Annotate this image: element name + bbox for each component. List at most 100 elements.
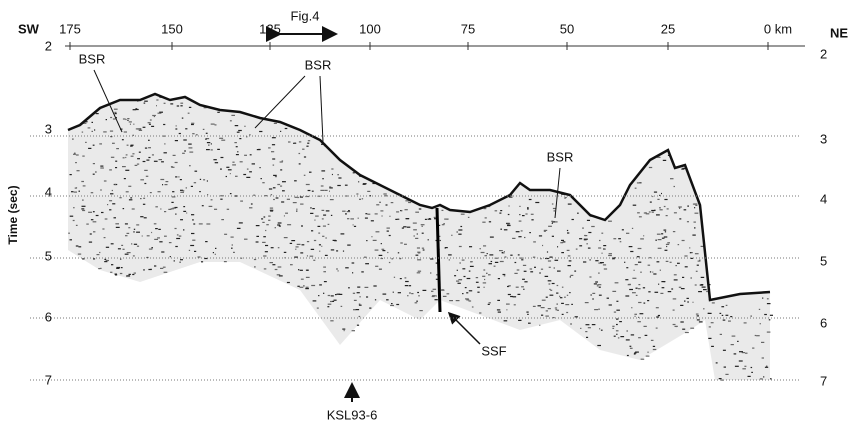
seismic-speck [460,213,465,215]
seismic-speck [643,302,646,304]
seismic-speck [499,212,502,214]
seismic-speck [399,278,402,280]
seismic-speck [520,230,523,232]
seismic-speck [299,196,303,198]
seismic-speck [595,260,599,262]
seismic-speck [567,203,572,205]
seismic-speck [121,139,124,141]
seismic-speck [342,328,346,330]
seismic-speck [589,259,591,261]
seismic-speck [269,209,274,211]
seismic-speck [120,128,123,130]
seismic-speck [636,182,641,184]
seismic-speck [82,185,86,187]
seismic-speck [176,237,181,240]
seismic-speck [658,283,660,285]
pointer [554,167,561,219]
seismic-speck [197,256,201,258]
seismic-speck [292,202,297,204]
seismic-speck [483,269,486,271]
seismic-speck [297,285,300,287]
seismic-speck [684,331,689,334]
seismic-speck [579,245,583,247]
seismic-speck [566,229,569,232]
seismic-speck [625,339,630,341]
seismic-speck [132,273,135,276]
seismic-speck [700,276,705,278]
seismic-speck [764,313,767,316]
seismic-speck [672,231,676,233]
seismic-speck [633,269,635,271]
seismic-speck [72,219,75,222]
seismic-speck [335,294,337,296]
seismic-speck [612,258,615,260]
seismic-speck [480,251,485,254]
seismic-speck [132,134,134,136]
seismic-speck [548,225,552,227]
seismic-speck [692,301,694,303]
seismic-speck [637,288,641,290]
seismic-speck [176,105,180,107]
seismic-speck [647,351,649,353]
seismic-speck [721,306,725,308]
seismic-speck [240,257,243,259]
seismic-speck [362,183,366,185]
left-tick-label: 5 [45,248,52,263]
seismic-speck [157,112,162,114]
seismic-speck [205,138,207,140]
seismic-speck [298,152,301,155]
seismic-speck [759,378,763,380]
seismic-speck [158,228,161,230]
seismic-speck [323,292,325,294]
seismic-speck [92,173,95,175]
seismic-speck [259,130,263,133]
seismic-speck [163,102,166,104]
seismic-speck [235,175,238,177]
seismic-speck [272,264,276,266]
seismic-speck [221,219,224,221]
seismic-speck [90,192,94,194]
seismic-speck [656,261,660,263]
seismic-speck [329,190,330,192]
seismic-speck [330,295,334,297]
seismic-speck [404,243,407,245]
pointer [254,75,306,129]
seismic-speck [318,232,321,234]
seismic-speck [206,180,208,182]
seismic-speck [130,197,133,199]
seismic-speck [670,178,674,180]
seismic-speck [69,174,72,176]
seismic-speck [665,260,669,262]
seismic-speck [284,127,288,130]
seismic-speck [648,291,651,293]
seismic-speck [334,240,337,242]
seismic-speck [143,217,147,219]
seismic-speck [352,292,356,294]
seismic-speck [116,267,120,269]
seismic-speck [174,206,178,209]
seismic-speck [587,327,591,329]
seismic-speck [661,233,664,235]
seismic-speck [73,153,76,155]
seismic-speck [673,279,678,281]
seismic-speck [309,255,314,257]
seismic-speck [420,224,425,226]
seismic-speck [559,297,563,299]
seismic-speck [737,340,739,342]
seismic-speck [231,114,235,116]
seismic-speck [444,247,446,249]
seismic-speck [310,248,315,250]
seismic-speck [320,185,324,187]
seismic-speck [382,293,387,295]
seismic-speck [506,223,511,225]
seismic-speck [298,141,302,143]
seismic-speck [115,117,117,119]
seismic-speck [695,204,698,206]
seismic-speck [549,288,551,290]
seismic-speck [397,218,400,220]
seismic-speck [74,187,77,189]
seismic-speck [180,102,184,104]
seismic-speck [332,300,335,302]
seismic-speck [594,309,599,311]
seismic-speck [142,160,146,163]
